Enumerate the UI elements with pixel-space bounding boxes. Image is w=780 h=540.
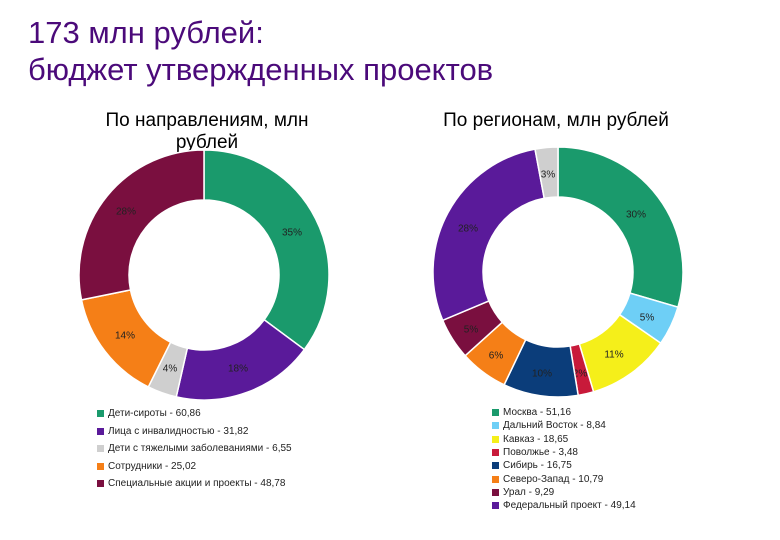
legend-1-swatch-6 [492, 488, 499, 496]
legend-0-label-3: Сотрудники - 25,02 [108, 460, 197, 472]
legend-1-label-5: Северо-Запад - 10,79 [503, 473, 604, 485]
donut-0-slice-1-label: 18% [228, 364, 248, 375]
legend-1-label-2: Кавказ - 18,65 [503, 433, 569, 445]
donut-0-slice-4-label: 28% [116, 207, 136, 218]
chart-title-regions: По регионам, млн рублей [443, 110, 669, 131]
legend-1-item-1: Дальний Восток - 8,84 [492, 419, 636, 432]
legend-1-item-3: Поволжье - 3,48 [492, 446, 636, 459]
legend-0-swatch-0 [97, 410, 104, 418]
legend-1-swatch-7 [492, 502, 499, 510]
legend-0-swatch-3 [97, 462, 104, 470]
legend-1-item-0: Москва - 51,16 [492, 406, 636, 419]
page-title: 173 млн рублей: бюджет утвержденных прое… [28, 14, 493, 88]
donut-1-slice-5-label: 6% [489, 351, 504, 362]
legend-0-swatch-4 [97, 480, 104, 488]
donut-0-slice-0 [203, 149, 330, 351]
donut-1-slice-1-label: 5% [640, 313, 655, 324]
legend-1-item-2: Кавказ - 18,65 [492, 433, 636, 446]
donut-1-slice-7 [432, 148, 546, 322]
donut-0-slice-4 [78, 149, 205, 301]
donut-1-slice-3-label: 2% [573, 369, 588, 380]
legend-0-item-3: Сотрудники - 25,02 [97, 458, 292, 476]
legend-0-label-1: Лица с инвалидностью - 31,82 [108, 425, 249, 437]
legend-1-swatch-0 [492, 409, 499, 417]
donut-0-slice-2-label: 4% [163, 364, 178, 375]
legend-0-item-4: Специальные акции и проекты - 48,78 [97, 475, 292, 493]
legend-0-swatch-1 [97, 427, 104, 435]
legend-1-swatch-2 [492, 435, 499, 443]
legend-1-label-6: Урал - 9,29 [503, 486, 555, 498]
legend-0-item-2: Дети с тяжелыми заболеваниями - 6,55 [97, 440, 292, 458]
legend-1-item-7: Федеральный проект - 49,14 [492, 499, 636, 512]
legend-1-label-1: Дальний Восток - 8,84 [503, 420, 606, 432]
legend-1-item-5: Северо-Запад - 10,79 [492, 472, 636, 485]
legend-1-swatch-4 [492, 462, 499, 470]
legend-0-label-4: Специальные акции и проекты - 48,78 [108, 478, 286, 490]
donut-1-slice-8 [534, 146, 559, 200]
legend-1-label-4: Сибирь - 16,75 [503, 460, 572, 472]
donut-1-slice-7-label: 28% [458, 224, 478, 235]
page-title-line-2: бюджет утвержденных проектов [28, 52, 494, 87]
chart-title-directions: По направлениям, млн рублей [105, 110, 309, 153]
donut-0-slice-3-label: 14% [115, 331, 135, 342]
donut-1-slice-0-label: 30% [626, 210, 646, 221]
legend-0-label-0: Дети-сироты - 60,86 [108, 408, 201, 420]
donut-1-slice-8-label: 3% [541, 170, 556, 181]
legend-1-item-4: Сибирь - 16,75 [492, 459, 636, 472]
legend-1-item-6: Урал - 9,29 [492, 486, 636, 499]
donut-1-slice-2-label: 11% [604, 350, 623, 361]
legend-1-label-3: Поволжье - 3,48 [503, 447, 578, 459]
legend-directions: Дети-сироты - 60,86 Лица с инвалидностью … [97, 405, 292, 493]
legend-0-label-2: Дети с тяжелыми заболеваниями - 6,55 [108, 443, 292, 455]
legend-1-label-7: Федеральный проект - 49,14 [503, 500, 636, 512]
legend-1-label-0: Москва - 51,16 [503, 407, 572, 419]
page-title-line-1: 173 млн рублей: [28, 15, 264, 50]
donut-1-slice-0 [557, 146, 684, 309]
donut-1-slice-6-label: 5% [464, 325, 479, 336]
legend-1-swatch-5 [492, 475, 499, 483]
legend-0-swatch-2 [97, 445, 104, 453]
legend-0-item-0: Дети-сироты - 60,86 [97, 405, 292, 423]
legend-1-swatch-1 [492, 422, 499, 430]
donut-1-slice-4-label: 10% [532, 369, 552, 380]
legend-1-swatch-3 [492, 449, 499, 457]
donut-0-slice-0-label: 35% [282, 228, 302, 239]
legend-regions: Москва - 51,16 Дальний Восток - 8,84 Кавка… [492, 406, 636, 512]
legend-0-item-1: Лица с инвалидностью - 31,82 [97, 423, 292, 441]
